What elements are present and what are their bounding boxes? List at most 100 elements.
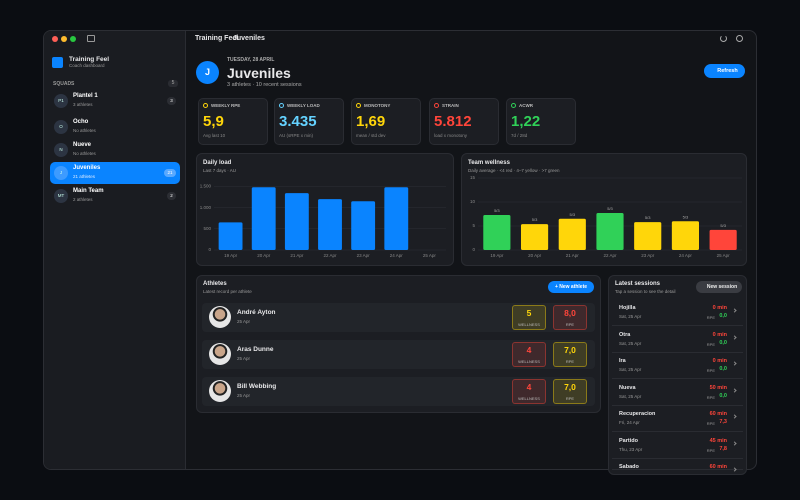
session-rpe-label: RPE <box>706 421 715 426</box>
rpe-label: RPE <box>565 359 575 364</box>
bar-label: 5/3 <box>720 223 726 228</box>
sidebar-toggle[interactable] <box>87 35 95 42</box>
sessions-subtitle: Tap a session to see the detail <box>615 289 676 294</box>
kpi-note: 7d / 28d <box>511 133 528 138</box>
bar <box>596 213 624 250</box>
x-tick-label: 25 Apr <box>423 253 437 258</box>
session-rpe: 0,0 <box>719 313 727 319</box>
rpe-label: RPE <box>565 322 575 327</box>
y-tick-label: 1.500 <box>200 184 212 189</box>
athletes-title: Athletes <box>203 281 227 287</box>
squad-name[interactable]: Juveniles <box>73 165 101 171</box>
wellness-value: 5 <box>526 308 532 318</box>
squad-name[interactable]: Ocho <box>73 119 89 125</box>
y-tick-label: 500 <box>203 226 211 231</box>
session-rpe: 0,0 <box>719 366 727 372</box>
session-rpe-label: RPE <box>706 447 715 453</box>
rpe-badge <box>553 379 587 404</box>
kpi-card <box>429 98 499 145</box>
session-rpe-label: RPE <box>706 368 715 373</box>
session-row[interactable] <box>612 380 743 406</box>
athlete-row[interactable] <box>202 303 595 332</box>
x-tick-label: 24 Apr <box>390 253 404 258</box>
x-tick-label: 22 Apr <box>323 253 337 258</box>
team-wellness-subtitle: Daily average · <4 red · 4–7 yellow · >7… <box>468 168 560 173</box>
bar <box>318 199 342 250</box>
kpi-card <box>198 98 268 145</box>
x-tick-label: 23 Apr <box>357 253 371 258</box>
session-name: Partido <box>619 437 638 444</box>
y-tick-label: 0 <box>208 247 211 252</box>
reload-icon[interactable] <box>720 35 727 42</box>
y-tick-label: 5 <box>472 223 475 228</box>
session-date: Sat, 25 Apr <box>619 314 642 319</box>
squad-avatar: O <box>54 120 68 134</box>
squad-avatar: J <box>54 166 68 180</box>
session-row[interactable] <box>612 406 743 432</box>
session-row[interactable] <box>612 433 743 459</box>
section-count: 5 <box>168 80 178 87</box>
session-minutes: 0 min <box>712 331 727 338</box>
new-session-button[interactable]: New session <box>696 281 742 293</box>
squad-count: 2 <box>167 192 176 200</box>
zoom-button[interactable] <box>70 36 76 42</box>
athlete-name: André Ayton <box>237 309 276 316</box>
rpe-badge <box>553 342 587 367</box>
refresh-button[interactable]: Refresh <box>704 64 745 78</box>
selected-squad[interactable] <box>50 162 180 184</box>
bar <box>351 201 376 250</box>
kpi-label: ACWR <box>519 103 533 108</box>
session-row[interactable] <box>612 300 743 326</box>
session-minutes: 0 min <box>712 305 727 311</box>
bar <box>218 222 243 250</box>
squad-detail: 21 athletes <box>73 174 96 179</box>
account-icon[interactable] <box>736 35 743 42</box>
session-minutes: 60 min <box>709 464 727 470</box>
close-button[interactable] <box>52 36 58 42</box>
wellness-badge <box>512 379 546 404</box>
sessions-panel <box>608 275 747 475</box>
session-row[interactable] <box>612 327 743 353</box>
daily-load-title: Daily load <box>203 160 232 166</box>
new-athlete-button[interactable]: + New athlete <box>548 281 594 293</box>
bar <box>671 221 700 250</box>
kpi-icon <box>511 103 516 108</box>
kpi-icon <box>279 103 284 108</box>
header-title: Juveniles <box>227 65 291 81</box>
squad-detail: No athletes <box>73 128 96 133</box>
kpi-label: STRAIN <box>442 103 459 108</box>
bar-label: 5/3 <box>570 212 576 217</box>
kpi-value: 1,69 <box>356 113 386 130</box>
kpi-card <box>351 98 421 145</box>
athlete-row[interactable] <box>202 340 595 369</box>
squad-name[interactable]: Main Team <box>73 188 104 194</box>
app-subtitle: Coach dashboard <box>69 63 105 68</box>
squad-name[interactable]: Plantel 1 <box>73 93 98 99</box>
athlete-row[interactable] <box>202 377 595 406</box>
session-row[interactable] <box>612 459 743 470</box>
x-tick-label: 23 Apr <box>641 253 655 258</box>
rpe-label: RPE <box>565 396 575 401</box>
wellness-label: WELLNESS <box>518 322 540 327</box>
bar-label: 5/3 <box>532 217 538 222</box>
kpi-value: 3.435 <box>279 113 317 130</box>
kpi-note: AU (sRPE x min) <box>279 133 314 138</box>
kpi-note: load x monotony <box>434 133 468 138</box>
wellness-badge <box>512 305 546 330</box>
rpe-value: 8,0 <box>564 308 576 318</box>
session-date: Thu, 23 Apr <box>619 446 643 452</box>
kpi-icon <box>356 103 361 108</box>
window-title: Training Feel <box>195 35 239 42</box>
session-rpe: 7,8 <box>719 445 727 452</box>
session-row[interactable] <box>612 353 743 379</box>
athlete-name: Aras Dunne <box>237 346 274 353</box>
squad-detail: No athletes <box>73 151 96 156</box>
bar-label: 5/3 <box>683 214 689 219</box>
x-tick-label: 20 Apr <box>528 253 542 258</box>
squad-name[interactable]: Nueve <box>73 142 92 148</box>
squad-avatar: N <box>54 143 68 157</box>
y-tick-label: 1.000 <box>200 205 212 210</box>
bar-label: 5/3 <box>645 215 651 220</box>
session-rpe: 0,0 <box>719 339 727 346</box>
minimize-button[interactable] <box>61 36 67 42</box>
